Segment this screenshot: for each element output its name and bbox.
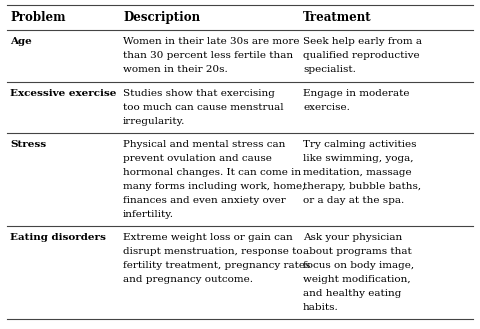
Text: fertility treatment, pregnancy rates: fertility treatment, pregnancy rates: [123, 261, 311, 270]
Text: than 30 percent less fertile than: than 30 percent less fertile than: [123, 51, 293, 60]
Text: focus on body image,: focus on body image,: [303, 261, 414, 270]
Text: finances and even anxiety over: finances and even anxiety over: [123, 196, 286, 205]
Text: irregularity.: irregularity.: [123, 116, 185, 126]
Text: disrupt menstruation, response to: disrupt menstruation, response to: [123, 247, 302, 256]
Text: habits.: habits.: [303, 303, 339, 312]
Text: Eating disorders: Eating disorders: [10, 233, 106, 242]
Text: Extreme weight loss or gain can: Extreme weight loss or gain can: [123, 233, 293, 242]
Text: Seek help early from a: Seek help early from a: [303, 38, 422, 46]
Text: Treatment: Treatment: [303, 11, 372, 24]
Text: Age: Age: [10, 38, 32, 46]
Text: too much can cause menstrual: too much can cause menstrual: [123, 103, 284, 112]
Text: meditation, massage: meditation, massage: [303, 168, 412, 177]
Text: and pregnancy outcome.: and pregnancy outcome.: [123, 275, 253, 284]
Text: specialist.: specialist.: [303, 65, 356, 74]
Text: Try calming activities: Try calming activities: [303, 140, 417, 149]
Text: Excessive exercise: Excessive exercise: [10, 89, 116, 98]
Text: Physical and mental stress can: Physical and mental stress can: [123, 140, 286, 149]
Text: and healthy eating: and healthy eating: [303, 289, 401, 298]
Text: women in their 20s.: women in their 20s.: [123, 65, 228, 74]
Text: Description: Description: [123, 11, 200, 24]
Text: or a day at the spa.: or a day at the spa.: [303, 196, 404, 205]
Text: Ask your physician: Ask your physician: [303, 233, 402, 242]
Text: exercise.: exercise.: [303, 103, 350, 112]
Text: many forms including work, home,: many forms including work, home,: [123, 182, 305, 191]
Text: weight modification,: weight modification,: [303, 275, 410, 284]
Text: Women in their late 30s are more: Women in their late 30s are more: [123, 38, 300, 46]
Text: therapy, bubble baths,: therapy, bubble baths,: [303, 182, 421, 191]
Text: Problem: Problem: [10, 11, 65, 24]
Text: about programs that: about programs that: [303, 247, 412, 256]
Text: qualified reproductive: qualified reproductive: [303, 51, 420, 60]
Text: like swimming, yoga,: like swimming, yoga,: [303, 154, 413, 163]
Text: Stress: Stress: [10, 140, 46, 149]
Text: infertility.: infertility.: [123, 210, 174, 219]
Text: hormonal changes. It can come in: hormonal changes. It can come in: [123, 168, 301, 177]
Text: Studies show that exercising: Studies show that exercising: [123, 89, 275, 98]
Text: prevent ovulation and cause: prevent ovulation and cause: [123, 154, 272, 163]
Text: Engage in moderate: Engage in moderate: [303, 89, 409, 98]
